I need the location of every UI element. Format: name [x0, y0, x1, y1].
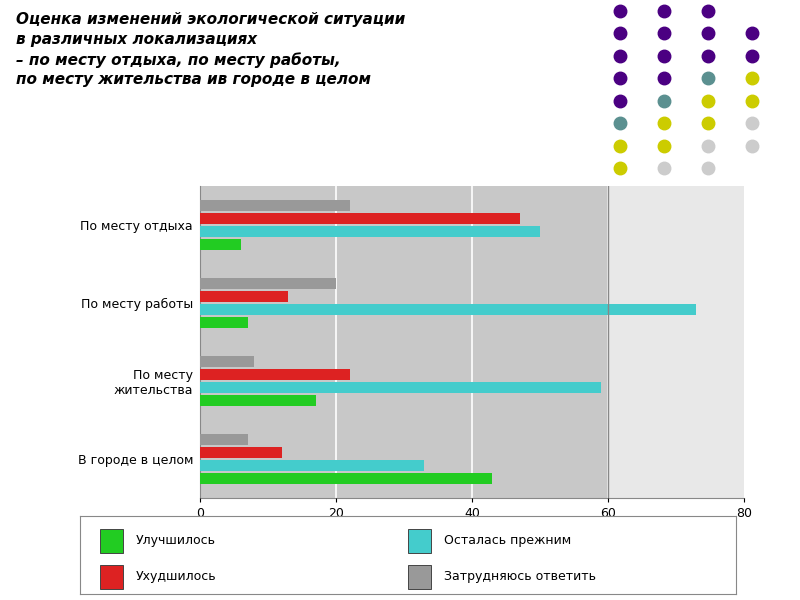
- Bar: [200, 473, 493, 484]
- Bar: [200, 304, 697, 315]
- Bar: [200, 447, 282, 458]
- FancyBboxPatch shape: [100, 565, 122, 589]
- Bar: [200, 395, 315, 406]
- Text: Ухудшилось: Ухудшилось: [136, 571, 216, 583]
- Bar: [200, 278, 336, 289]
- Text: Затрудняюсь ответить: Затрудняюсь ответить: [444, 571, 596, 583]
- Text: Оценка изменений экологической ситуации
в различных локализациях
– по месту отды: Оценка изменений экологической ситуации …: [16, 12, 406, 88]
- FancyBboxPatch shape: [100, 529, 122, 553]
- Bar: [608, 186, 744, 498]
- Bar: [200, 356, 254, 367]
- Text: Улучшилось: Улучшилось: [136, 535, 216, 547]
- Bar: [200, 226, 540, 237]
- Bar: [200, 369, 350, 380]
- Bar: [200, 239, 241, 250]
- Bar: [200, 291, 288, 302]
- FancyBboxPatch shape: [408, 529, 431, 553]
- Bar: [200, 460, 425, 471]
- Bar: [200, 317, 248, 328]
- Bar: [200, 434, 248, 445]
- Bar: [200, 213, 520, 224]
- Bar: [200, 382, 602, 393]
- Text: Осталась прежним: Осталась прежним: [444, 535, 571, 547]
- Bar: [200, 200, 350, 211]
- FancyBboxPatch shape: [408, 565, 431, 589]
